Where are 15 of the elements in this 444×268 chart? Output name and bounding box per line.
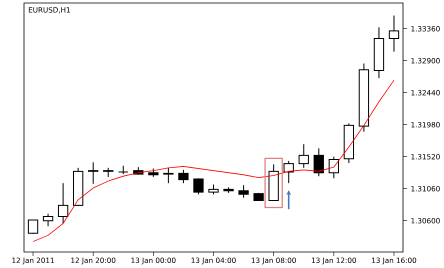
candlestick	[328, 156, 339, 179]
candlestick	[42, 213, 54, 227]
candlestick	[314, 148, 324, 177]
candlestick	[238, 184, 249, 198]
candlestick	[388, 15, 400, 52]
candlestick	[88, 162, 98, 184]
candlestick	[58, 182, 68, 224]
candlestick	[284, 160, 294, 184]
candlestick	[28, 220, 38, 234]
candlestick	[163, 167, 174, 184]
candlestick	[208, 184, 219, 195]
candlestick	[298, 144, 309, 168]
candlestick	[178, 169, 189, 184]
candlestick	[103, 167, 114, 178]
candlestick	[193, 178, 204, 195]
